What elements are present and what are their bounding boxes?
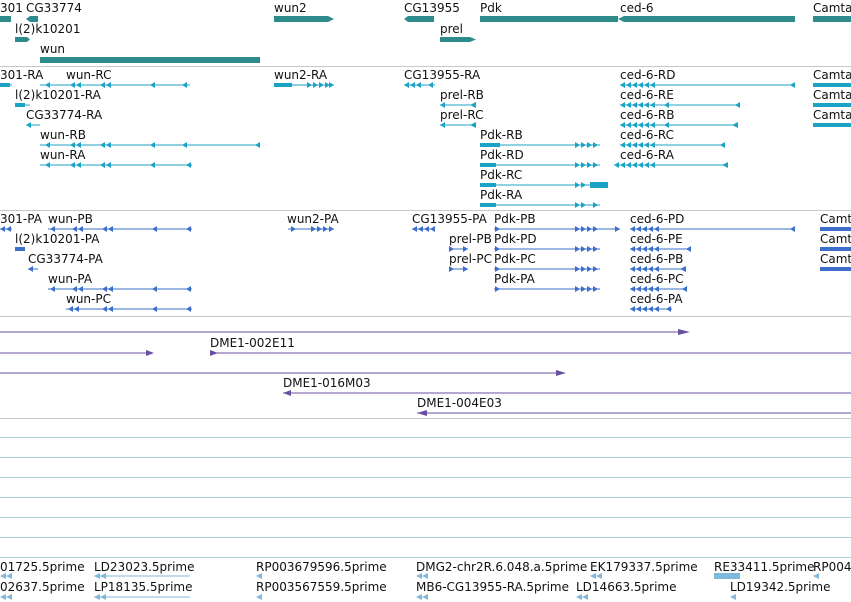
est-label: RP004 bbox=[813, 560, 851, 574]
protein-label: 301-PA bbox=[0, 212, 42, 226]
clone-label: DME1-016M03 bbox=[283, 376, 371, 390]
transcript-label: ced-6-RD bbox=[620, 68, 676, 82]
est-label: LD19342.5prime bbox=[730, 580, 831, 594]
clone-label: DME1-004E03 bbox=[417, 396, 502, 410]
protein-label: ced-6-PC bbox=[630, 272, 684, 286]
protein-label: Camt bbox=[820, 212, 851, 226]
empty-track-line bbox=[0, 517, 851, 518]
transcript-label: CG33774-RA bbox=[26, 108, 103, 122]
transcript-label: ced-6-RB bbox=[620, 108, 675, 122]
gene-bar-wun2[interactable] bbox=[274, 16, 328, 22]
transcript-label: Pdk-RB bbox=[480, 128, 523, 142]
empty-track-line bbox=[0, 437, 851, 438]
transcript-label: Camta bbox=[813, 68, 851, 82]
gene-label: 301 bbox=[0, 1, 23, 15]
est-label: MB6-CG13955-RA.5prime bbox=[416, 580, 569, 594]
gene-label: ced-6 bbox=[620, 1, 654, 15]
gene-bar-l2k10201[interactable] bbox=[15, 37, 27, 42]
track-divider bbox=[0, 66, 851, 67]
gene-bar-prel[interactable] bbox=[440, 37, 470, 42]
gene-bar-wun[interactable] bbox=[40, 57, 260, 63]
gene-label: Camta bbox=[813, 1, 851, 15]
gene-label: CG13955 bbox=[404, 1, 460, 15]
empty-track-line bbox=[0, 497, 851, 498]
gene-bar-ced-6[interactable] bbox=[618, 16, 795, 22]
track-divider bbox=[0, 418, 851, 419]
protein-label: Pdk-PD bbox=[494, 232, 537, 246]
track-divider bbox=[0, 316, 851, 317]
transcript-label: Pdk-RC bbox=[480, 168, 523, 182]
protein-label: ced-6-PB bbox=[630, 252, 684, 266]
transcript-label: Camta bbox=[813, 108, 851, 122]
gene-bar-cg13955[interactable] bbox=[404, 16, 434, 22]
est-label: LP18135.5prime bbox=[94, 580, 193, 594]
transcript-features bbox=[0, 82, 851, 208]
protein-label: Camt bbox=[820, 232, 851, 246]
protein-label: CG13955-PA bbox=[412, 212, 487, 226]
gene-bar-camta[interactable] bbox=[813, 16, 851, 22]
protein-label: ced-6-PD bbox=[630, 212, 685, 226]
protein-label: CG33774-PA bbox=[28, 252, 103, 266]
protein-label: wun-PA bbox=[48, 272, 93, 286]
transcript-label: ced-6-RC bbox=[620, 128, 675, 142]
gene-bar-301[interactable] bbox=[0, 16, 11, 22]
transcript-label: ced-6-RA bbox=[620, 148, 674, 162]
protein-label: Pdk-PA bbox=[494, 272, 535, 286]
transcript-label: wun-RA bbox=[40, 148, 86, 162]
est-label: DMG2-chr2R.6.048.a.5prime bbox=[416, 560, 588, 574]
protein-label: ced-6-PE bbox=[630, 232, 683, 246]
transcript-label: ced-6-RE bbox=[620, 88, 674, 102]
track-divider bbox=[0, 210, 851, 211]
est-label: LD23023.5prime bbox=[94, 560, 195, 574]
transcript-label: wun-RC bbox=[66, 68, 112, 82]
gene-label: l(2)k10201 bbox=[15, 22, 81, 36]
transcript-label: prel-RB bbox=[440, 88, 484, 102]
gene-bar-pdk[interactable] bbox=[480, 16, 618, 22]
gene-label: prel bbox=[440, 22, 464, 36]
gene-label: CG33774 bbox=[26, 1, 82, 15]
protein-label: wun-PC bbox=[66, 292, 111, 306]
protein-label: prel-PC bbox=[449, 252, 492, 266]
est-label: EK179337.5prime bbox=[590, 560, 698, 574]
protein-label: wun-PB bbox=[48, 212, 93, 226]
transcript-label: l(2)k10201-RA bbox=[15, 88, 101, 102]
protein-label: ced-6-PA bbox=[630, 292, 683, 306]
protein-label: wun2-PA bbox=[287, 212, 339, 226]
gene-label: wun2 bbox=[274, 1, 307, 15]
clone-features bbox=[0, 329, 851, 416]
empty-track-line bbox=[0, 537, 851, 538]
protein-label: l(2)k10201-PA bbox=[15, 232, 100, 246]
est-label: 01725.5prime bbox=[0, 560, 85, 574]
empty-track-line bbox=[0, 457, 851, 458]
empty-track-line bbox=[0, 477, 851, 478]
transcript-label: CG13955-RA bbox=[404, 68, 481, 82]
clone-label: DME1-002E11 bbox=[210, 336, 295, 350]
transcript-label: wun2-RA bbox=[274, 68, 328, 82]
gene-label: Pdk bbox=[480, 1, 502, 15]
transcript-label: 301-RA bbox=[0, 68, 44, 82]
est-label: RP003567559.5prime bbox=[256, 580, 387, 594]
protein-features bbox=[0, 226, 851, 312]
protein-label: Camt bbox=[820, 252, 851, 266]
est-label: RP003679596.5prime bbox=[256, 560, 387, 574]
empty-track-line bbox=[0, 557, 851, 558]
gene-bar-cg33774[interactable] bbox=[26, 16, 38, 22]
transcript-label: Camta bbox=[813, 88, 851, 102]
protein-label: prel-PB bbox=[449, 232, 492, 246]
protein-label: Pdk-PC bbox=[494, 252, 536, 266]
est-label: 02637.5prime bbox=[0, 580, 85, 594]
est-label: RE33411.5prime bbox=[714, 560, 815, 574]
est-label: LD14663.5prime bbox=[576, 580, 677, 594]
gene-features bbox=[0, 16, 851, 63]
gene-label: wun bbox=[40, 42, 66, 56]
protein-label: Pdk-PB bbox=[494, 212, 536, 226]
transcript-label: wun-RB bbox=[40, 128, 86, 142]
transcript-label: Pdk-RA bbox=[480, 188, 523, 202]
transcript-label: Pdk-RD bbox=[480, 148, 524, 162]
transcript-label: prel-RC bbox=[440, 108, 484, 122]
